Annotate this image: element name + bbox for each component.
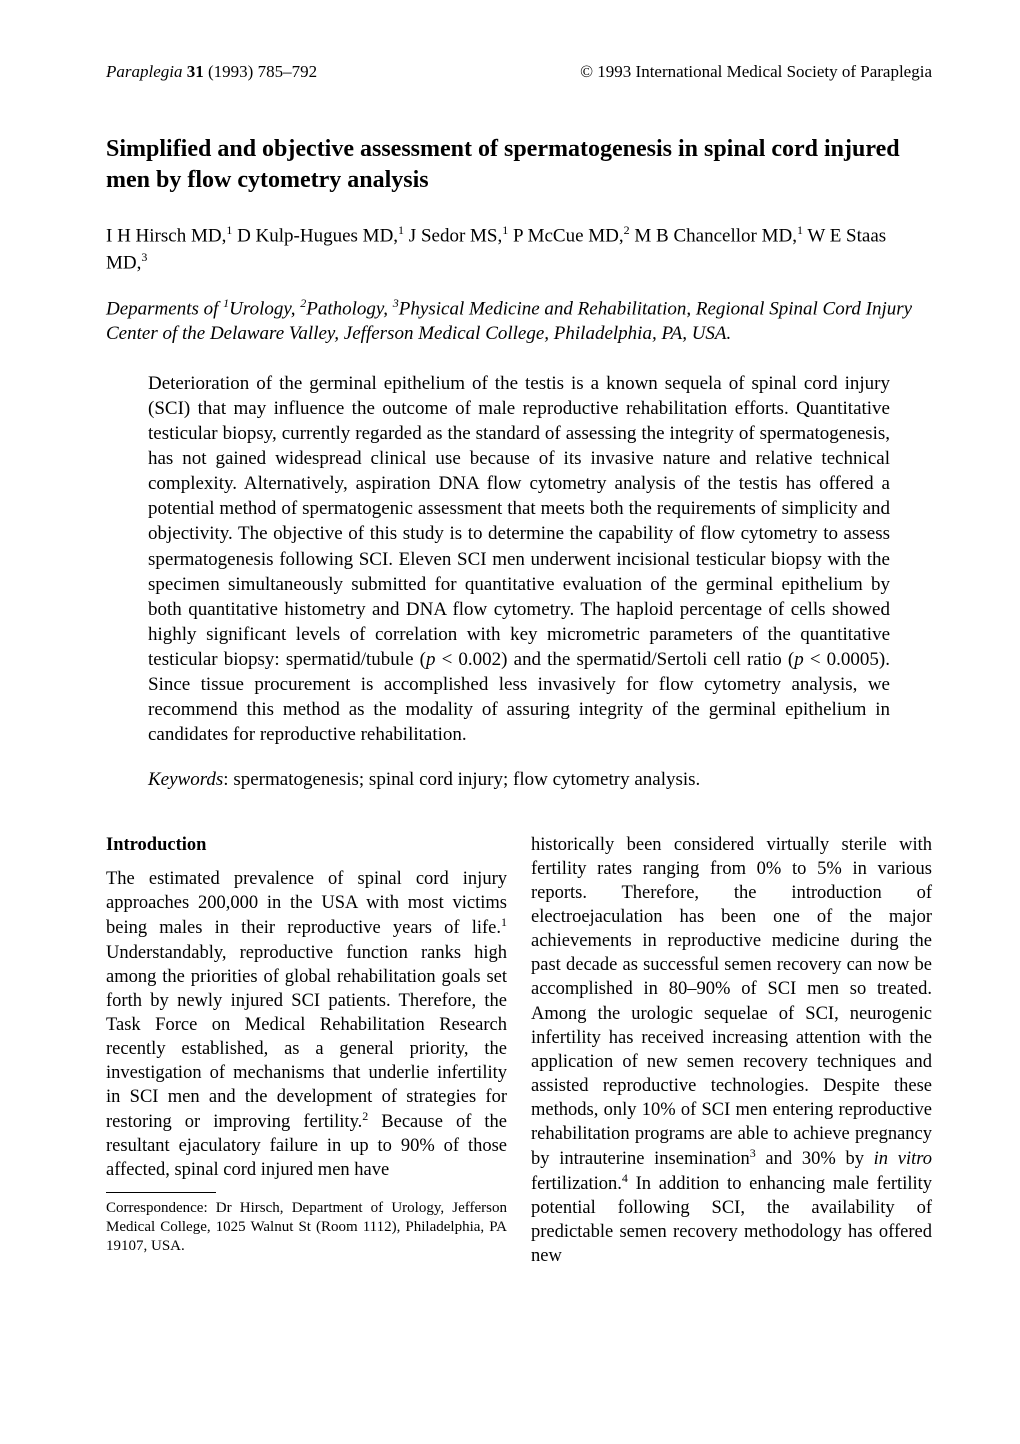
- left-column: Introduction The estimated prevalence of…: [106, 833, 507, 1268]
- abstract: Deterioration of the germinal epithelium…: [148, 371, 890, 747]
- right-column: historically been considered virtually s…: [531, 833, 932, 1268]
- volume: 31: [187, 62, 204, 81]
- intro-heading: Introduction: [106, 833, 507, 857]
- keywords-text: : spermatogenesis; spinal cord injury; f…: [223, 769, 700, 790]
- keywords-line: Keywords: spermatogenesis; spinal cord i…: [148, 769, 890, 791]
- article-title: Simplified and objective assessment of s…: [106, 134, 932, 196]
- running-header: Paraplegia 31 (1993) 785–792 © 1993 Inte…: [106, 62, 932, 82]
- year-pages: (1993) 785–792: [208, 62, 317, 81]
- journal-name: Paraplegia: [106, 62, 183, 81]
- keywords-label: Keywords: [148, 769, 223, 790]
- header-left: Paraplegia 31 (1993) 785–792: [106, 62, 317, 82]
- authors: I H Hirsch MD,1 D Kulp-Hugues MD,1 J Sed…: [106, 222, 932, 276]
- body-columns: Introduction The estimated prevalence of…: [106, 833, 932, 1268]
- intro-para-right: historically been considered virtually s…: [531, 833, 932, 1268]
- correspondence-footnote: Correspondence: Dr Hirsch, Department of…: [106, 1199, 507, 1255]
- affiliations: Deparments of 1Urology, 2Pathology, 3Phy…: [106, 296, 932, 347]
- footnote-rule: [106, 1192, 216, 1193]
- copyright: © 1993 International Medical Society of …: [580, 62, 932, 82]
- intro-para-left: The estimated prevalence of spinal cord …: [106, 867, 507, 1182]
